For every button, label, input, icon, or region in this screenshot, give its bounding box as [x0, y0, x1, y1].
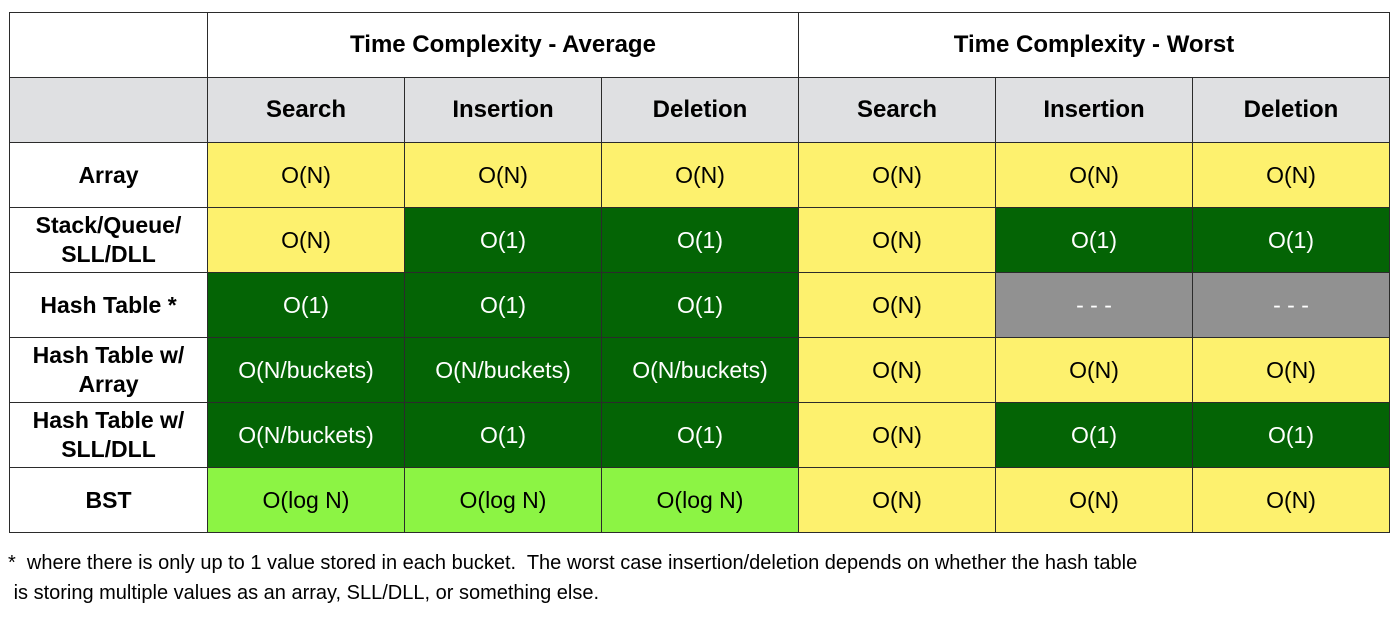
cell-worst-deletion: O(N)	[1191, 142, 1391, 208]
cell-worst-insertion: O(N)	[995, 142, 1193, 208]
cell-average-insertion: O(1)	[404, 207, 602, 273]
column-header-row: Search Insertion Deletion Search Inserti…	[9, 77, 1391, 143]
footnote: * where there is only up to 1 value stor…	[8, 552, 1138, 604]
cell-average-search: O(N/buckets)	[207, 402, 405, 468]
row-header: Hash Table w/ Array	[9, 337, 208, 403]
column-header-worst-insertion: Insertion	[995, 77, 1193, 143]
cell-worst-search: O(N)	[798, 337, 996, 403]
cell-average-deletion: O(log N)	[601, 467, 799, 533]
cell-average-search: O(1)	[207, 272, 405, 338]
complexity-table: Time Complexity - Average Time Complexit…	[9, 12, 1391, 533]
cell-average-search: O(N)	[207, 207, 405, 273]
cell-worst-insertion: - - -	[995, 272, 1193, 338]
cell-average-insertion: O(1)	[404, 402, 602, 468]
cell-worst-search: O(N)	[798, 402, 996, 468]
cell-worst-deletion: O(N)	[1191, 467, 1391, 533]
row-header: Hash Table w/ SLL/DLL	[9, 402, 208, 468]
table-row: Hash Table w/ Array O(N/buckets) O(N/bucke…	[9, 337, 1391, 403]
cell-average-search: O(N/buckets)	[207, 337, 405, 403]
corner-sub-cell	[9, 77, 208, 143]
cell-average-insertion: O(1)	[404, 272, 602, 338]
cell-average-deletion: O(N/buckets)	[601, 337, 799, 403]
cell-average-deletion: O(1)	[601, 272, 799, 338]
cell-average-deletion: O(1)	[601, 402, 799, 468]
cell-worst-insertion: O(N)	[995, 467, 1193, 533]
table-row: Hash Table * O(1) O(1) O(1) O(N) - - -- - -	[9, 272, 1391, 338]
cell-worst-insertion: O(1)	[995, 207, 1193, 273]
cell-worst-search: O(N)	[798, 467, 996, 533]
cell-worst-deletion: O(N)	[1191, 337, 1391, 403]
column-header-worst-deletion: Deletion	[1191, 77, 1391, 143]
row-header: BST	[9, 467, 208, 533]
column-header-average-deletion: Deletion	[601, 77, 799, 143]
cell-worst-insertion: O(N)	[995, 337, 1193, 403]
cell-worst-search: O(N)	[798, 207, 996, 273]
table-row: Hash Table w/ SLL/DLL O(N/buckets) O(1) O(1…	[9, 402, 1391, 468]
group-header-row: Time Complexity - Average Time Complexit…	[9, 12, 1391, 78]
row-header: Array	[9, 142, 208, 208]
cell-worst-search: O(N)	[798, 272, 996, 338]
cell-average-insertion: O(N/buckets)	[404, 337, 602, 403]
cell-average-insertion: O(N)	[404, 142, 602, 208]
cell-average-deletion: O(N)	[601, 142, 799, 208]
table-row: Stack/Queue/ SLL/DLL O(N) O(1) O(1) O(N) O(1)…	[9, 207, 1391, 273]
cell-average-insertion: O(log N)	[404, 467, 602, 533]
table-row: Array O(N) O(N) O(N) O(N) O(N) O(N)	[9, 142, 1391, 208]
column-header-average-search: Search	[207, 77, 405, 143]
cell-worst-deletion: O(1)	[1191, 207, 1391, 273]
row-header: Stack/Queue/ SLL/DLL	[9, 207, 208, 273]
column-header-average-insertion: Insertion	[404, 77, 602, 143]
cell-worst-deletion: - - -	[1191, 272, 1391, 338]
row-header: Hash Table *	[9, 272, 208, 338]
cell-worst-insertion: O(1)	[995, 402, 1193, 468]
table-body: Time Complexity - Average Time Complexit…	[9, 12, 1391, 533]
cell-average-search: O(log N)	[207, 467, 405, 533]
cell-average-search: O(N)	[207, 142, 405, 208]
group-header-average: Time Complexity - Average	[207, 12, 799, 78]
group-header-worst: Time Complexity - Worst	[797, 12, 1391, 78]
corner-cell	[9, 12, 208, 78]
cell-worst-search: O(N)	[798, 142, 996, 208]
cell-average-deletion: O(1)	[601, 207, 799, 273]
column-header-worst-search: Search	[798, 77, 996, 143]
cell-worst-deletion: O(1)	[1191, 402, 1391, 468]
table-row: BST O(log N) O(log N) O(log N) O(N) O(N) O(N)	[9, 467, 1391, 533]
